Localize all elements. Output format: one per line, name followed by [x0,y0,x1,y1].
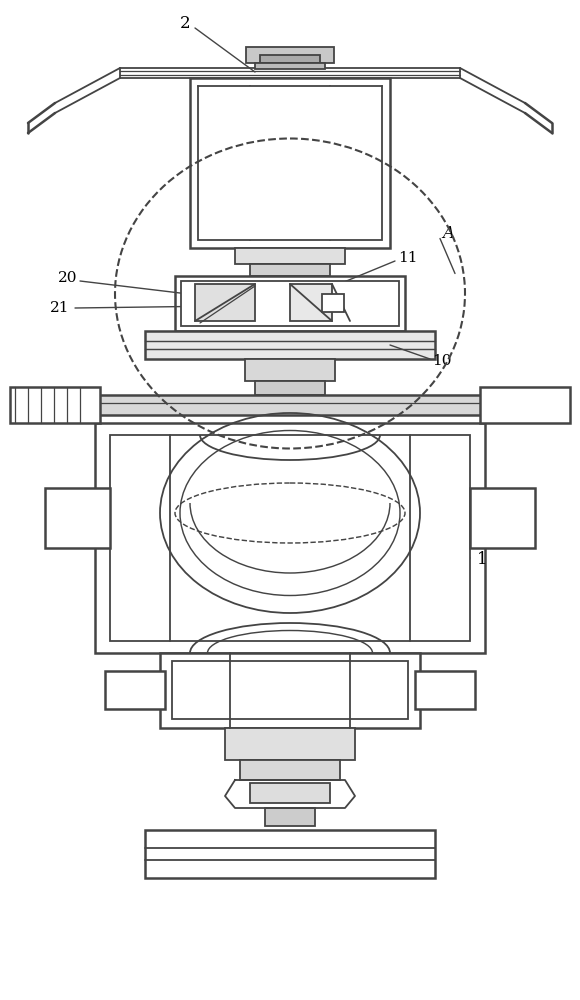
Text: 11: 11 [398,251,418,265]
Bar [290,284,332,321]
Bar [145,830,435,878]
Bar [40,395,540,415]
Bar [255,381,325,395]
Bar [160,653,420,728]
Bar [95,423,485,653]
Text: 20: 20 [58,271,78,285]
Bar [265,808,315,826]
Bar [110,435,470,641]
Bar [181,281,399,326]
Text: 10: 10 [432,354,452,368]
Bar [322,294,344,312]
Bar [240,760,340,780]
Bar [175,276,405,331]
Bar [10,387,100,423]
Text: 1: 1 [477,552,487,568]
Bar [250,264,330,276]
Bar [245,359,335,381]
Text: 2: 2 [180,15,190,32]
Bar [246,47,334,63]
Text: A: A [442,225,454,242]
Bar [415,671,475,709]
Bar [195,284,255,321]
Bar [190,78,390,248]
Bar [250,783,330,803]
Text: 21: 21 [50,301,70,315]
Bar [470,488,535,548]
Bar [45,488,110,548]
Bar [172,661,408,719]
Bar [105,671,165,709]
Bar [480,387,570,423]
Bar [225,728,355,760]
Bar [198,86,382,240]
Bar [260,55,320,63]
Bar [145,331,435,359]
Bar [255,63,325,69]
Bar [235,248,345,264]
